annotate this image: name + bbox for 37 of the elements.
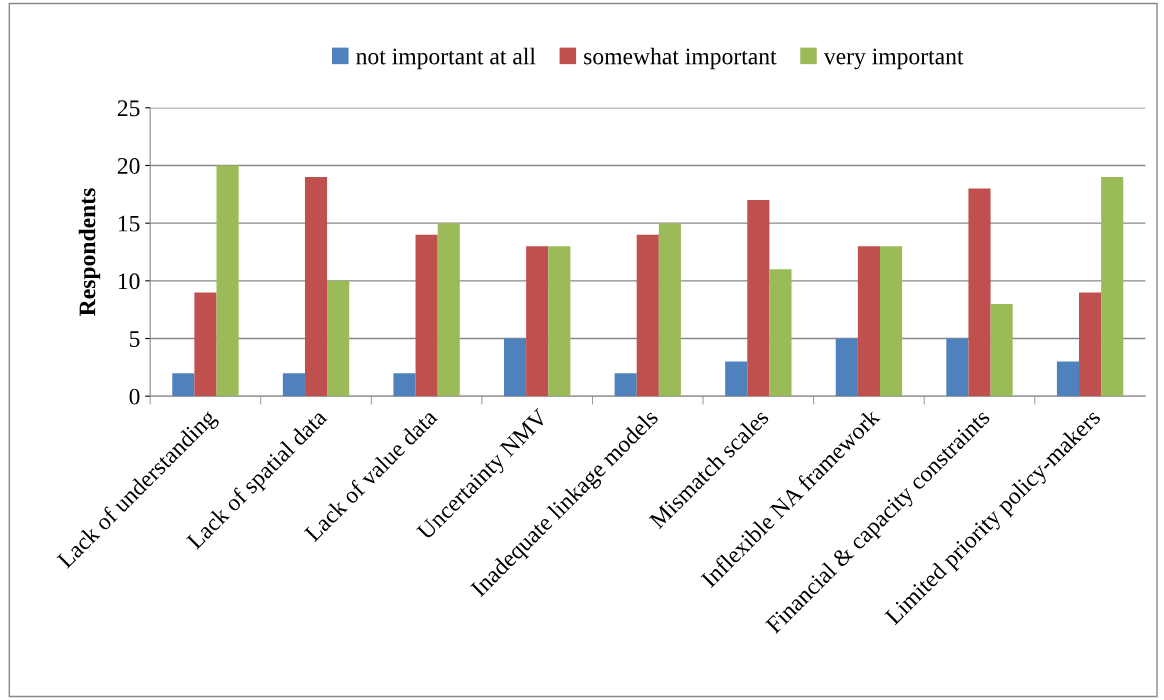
- y-tick-label: 20: [117, 157, 140, 174]
- bar: [968, 188, 991, 397]
- bar: [835, 338, 858, 397]
- bar: [879, 246, 903, 397]
- bar: [658, 223, 681, 397]
- bar: [304, 177, 328, 397]
- bar: [327, 280, 350, 397]
- bar: [504, 338, 527, 397]
- bar: [393, 373, 416, 397]
- bar: [548, 246, 571, 397]
- bar: [1079, 292, 1102, 397]
- y-tick-label: 25: [117, 100, 140, 117]
- bar: [990, 303, 1013, 397]
- bar: [614, 373, 637, 397]
- bar: [1056, 361, 1080, 397]
- y-tick-label: 10: [118, 273, 140, 290]
- bar: [437, 223, 460, 397]
- bar: [415, 234, 438, 397]
- bar: [172, 373, 195, 397]
- legend-label: somewhat important: [584, 47, 777, 70]
- bar: [769, 269, 792, 397]
- bar: [526, 246, 549, 397]
- bar: [857, 246, 880, 397]
- bar: [725, 361, 748, 397]
- bar: [216, 165, 239, 397]
- y-tick-label: 15: [118, 215, 140, 232]
- y-axis-title: Respondents: [78, 188, 101, 316]
- legend-label: not important at all: [356, 47, 536, 70]
- bar: [1101, 177, 1124, 397]
- y-tick-label: 0: [129, 388, 140, 405]
- bar: [747, 200, 770, 397]
- bar: [636, 234, 659, 397]
- bar: [282, 373, 305, 397]
- bar: [194, 292, 217, 397]
- y-tick-label: 5: [130, 331, 140, 347]
- bar: [946, 338, 969, 397]
- legend-label: very important: [823, 48, 964, 70]
